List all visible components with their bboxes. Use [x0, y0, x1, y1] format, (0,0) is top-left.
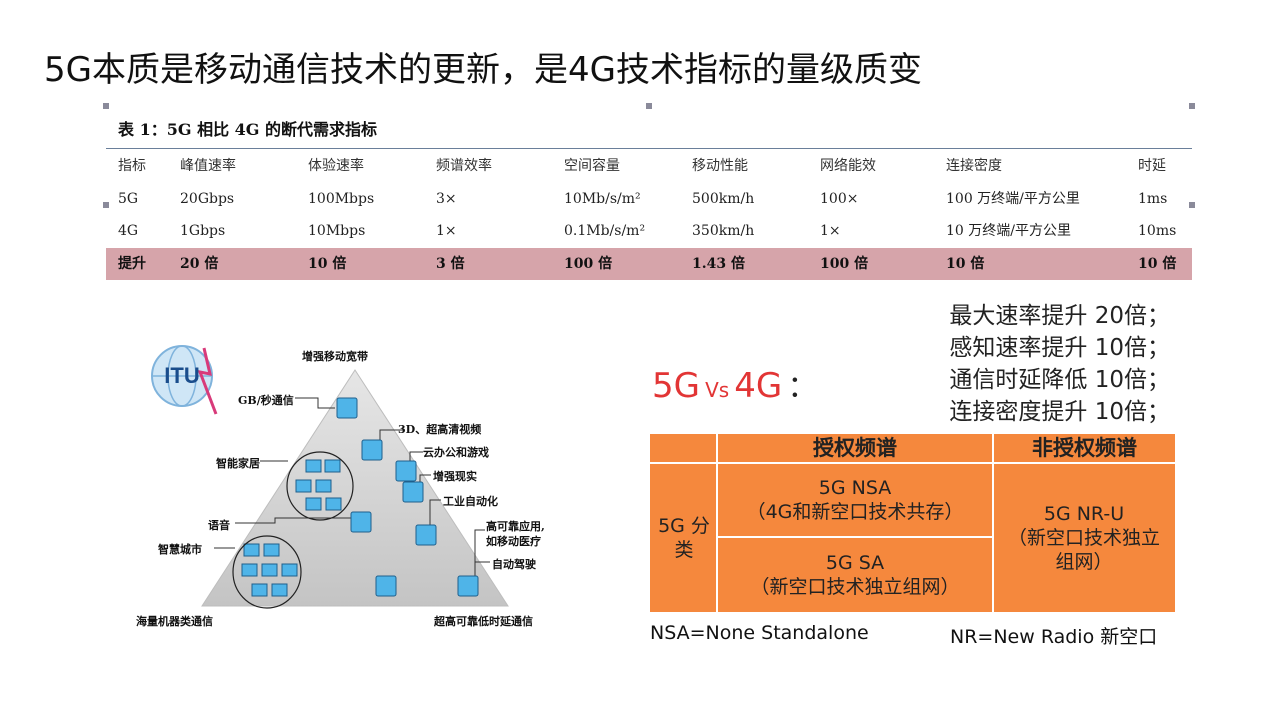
vs-colon: ：: [787, 370, 818, 405]
row-label-classification: 5G 分类: [658, 515, 710, 561]
table-caption: 表 1：5G 相比 4G 的断代需求指标: [118, 120, 378, 139]
sa-desc: （新空口技术独立组网）: [750, 576, 960, 598]
table-header-cell: 体验速率: [308, 158, 364, 174]
table-rule: [106, 148, 1192, 149]
table-cell: 20Gbps: [180, 191, 235, 207]
nru-title: 5G NR-U: [1043, 503, 1125, 525]
table-cell: 10 倍: [308, 256, 347, 272]
table-cell: 1×: [436, 223, 457, 239]
table-cell: 10 万终端/平方公里: [946, 223, 1071, 239]
table-header-cell: 连接密度: [946, 158, 1002, 174]
table-cell: 1.43 倍: [692, 256, 745, 272]
header-unlicensed: 非授权频谱: [1032, 436, 1137, 460]
cell-nr-u: 5G NR-U （新空口技术独立组网）: [1002, 464, 1166, 612]
table-cell: 1ms: [1138, 191, 1168, 207]
table-cell: 1Gbps: [180, 223, 226, 239]
table-cell: 20 倍: [180, 256, 219, 272]
table-cell: 5G: [118, 191, 139, 207]
nsa-title: 5G NSA: [818, 477, 892, 499]
table-divider: [992, 434, 994, 612]
table-cell: 4G: [118, 223, 139, 239]
label-mmtc: 海量机器类通信: [136, 615, 213, 628]
table-cell: 100Mbps: [308, 191, 375, 207]
improvement-item: 最大速率提升 20倍；: [949, 303, 1170, 329]
table-cell: 100 万终端/平方公里: [946, 191, 1080, 207]
vs-5g: 5G: [652, 366, 700, 406]
cell-sa: 5G SA （新空口技术独立组网）: [718, 538, 992, 612]
table-cell: 350km/h: [692, 223, 755, 239]
spec-table: 表 1：5G 相比 4G 的断代需求指标 指标 峰值速率 体验速率 频谱效率 空间容量 移…: [103, 103, 1195, 284]
table-cell: 100 倍: [564, 256, 613, 272]
label-urllc: 超高可靠低时延通信: [434, 615, 533, 628]
table-cell: 0.1Mb/s/m²: [564, 223, 646, 239]
table-divider: [716, 434, 718, 612]
label-gb-comm: GB/秒通信: [238, 394, 294, 407]
table-divider: [650, 462, 1175, 464]
cell-nsa: 5G NSA （4G和新空口技术共存）: [718, 464, 992, 536]
table-cell: 1×: [820, 223, 841, 239]
sa-title: 5G SA: [825, 552, 885, 574]
table-cell: 500km/h: [692, 191, 755, 207]
table-cell: 10 倍: [946, 256, 985, 272]
label-ar: 增强现实: [433, 470, 477, 483]
pyramid-graphic: ITU: [151, 345, 509, 609]
vs-word: Vs: [705, 378, 730, 402]
table-header-cell: 空间容量: [564, 158, 620, 174]
improvement-list: 最大速率提升 20倍； 感知速率提升 10倍； 通信时延降低 10倍； 连接密度…: [900, 300, 1170, 428]
table-header-cell: 指标: [118, 158, 146, 174]
footnote-nr: NR=New Radio 新空口: [950, 626, 1158, 648]
label-cloud: 云办公和游戏: [423, 446, 489, 459]
table-header-cell: 频谱效率: [436, 158, 492, 174]
selection-handle[interactable]: [103, 202, 109, 208]
label-voice: 语音: [208, 519, 230, 532]
footnote-nsa: NSA=None Standalone: [650, 622, 869, 644]
selection-handle[interactable]: [103, 103, 109, 109]
label-reliable-1: 高可靠应用,: [486, 520, 545, 533]
itu-logo-text: ITU: [164, 363, 199, 388]
label-smart-city: 智慧城市: [158, 543, 202, 556]
table-row-highlight: 提升 20 倍 10 倍 3 倍 100 倍 1.43 倍 100 倍 10 倍 10 倍: [106, 248, 1192, 280]
table-cell: 3×: [436, 191, 457, 207]
improvement-item: 连接密度提升 10倍；: [949, 399, 1170, 425]
table-cell: 10 倍: [1138, 256, 1177, 272]
label-3d-video: 3D、超高清视频: [398, 423, 482, 436]
table-cell: 3 倍: [436, 256, 465, 272]
table-cell: 提升: [118, 256, 146, 272]
improvement-item: 通信时延降低 10倍；: [949, 367, 1170, 393]
table-cell: 100 倍: [820, 256, 869, 272]
table-divider: [718, 536, 992, 538]
classification-table: 授权频谱 非授权频谱 5G 分类 5G NSA （4G和新空口技术共存） 5G …: [650, 434, 1175, 612]
slide-title: 5G本质是移动通信技术的更新，是4G技术指标的量级质变: [44, 50, 922, 90]
nru-desc: （新空口技术独立组网）: [1007, 527, 1160, 573]
table-cell: 10Mb/s/m²: [564, 191, 641, 207]
label-industry: 工业自动化: [443, 495, 498, 508]
table-row: 4G 1Gbps 10Mbps 1× 0.1Mb/s/m² 350km/h 1× 10 万终端…: [106, 215, 1192, 247]
label-smart-home: 智能家居: [216, 457, 260, 470]
table-cell: 100×: [820, 191, 859, 207]
table-row: 5G 20Gbps 100Mbps 3× 10Mb/s/m² 500km/h 100× 100…: [106, 183, 1192, 215]
table-header-cell: 网络能效: [820, 158, 876, 174]
label-embb: 增强移动宽带: [302, 350, 368, 363]
table-header-cell: 移动性能: [692, 158, 748, 174]
usage-scenario-pyramid: ITU 增强移动宽带 GB/秒通信 3D、超高清视频 云办公和游戏 增强现实 智…: [130, 330, 580, 640]
nsa-desc: （4G和新空口技术共存）: [746, 501, 964, 523]
improvement-item: 感知速率提升 10倍；: [949, 335, 1170, 361]
label-reliable-2: 如移动医疗: [486, 535, 541, 548]
vs-heading: 5G Vs 4G ：: [652, 362, 817, 406]
table-cell: 10Mbps: [308, 223, 366, 239]
selection-handle[interactable]: [1189, 103, 1195, 109]
table-header-row: 指标 峰值速率 体验速率 频谱效率 空间容量 移动性能 网络能效 连接密度 时延: [106, 150, 1192, 182]
table-header-cell: 峰值速率: [180, 158, 236, 174]
selection-handle[interactable]: [1189, 202, 1195, 208]
table-header-cell: 时延: [1138, 158, 1166, 174]
header-licensed: 授权频谱: [813, 436, 897, 460]
selection-handle[interactable]: [646, 103, 652, 109]
vs-4g: 4G: [734, 366, 783, 406]
itu-logo: ITU: [151, 345, 218, 415]
table-cell: 10ms: [1138, 223, 1177, 239]
label-driving: 自动驾驶: [492, 558, 536, 571]
